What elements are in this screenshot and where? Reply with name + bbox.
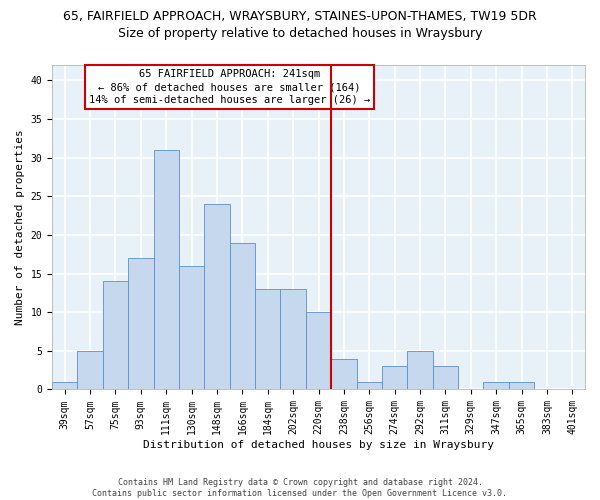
Bar xyxy=(179,266,205,390)
Bar xyxy=(356,382,382,390)
Bar xyxy=(154,150,179,390)
Bar xyxy=(433,366,458,390)
Y-axis label: Number of detached properties: Number of detached properties xyxy=(15,130,25,325)
Bar xyxy=(407,351,433,390)
X-axis label: Distribution of detached houses by size in Wraysbury: Distribution of detached houses by size … xyxy=(143,440,494,450)
Bar xyxy=(306,312,331,390)
Bar xyxy=(128,258,154,390)
Bar xyxy=(255,289,280,390)
Bar xyxy=(382,366,407,390)
Bar xyxy=(52,382,77,390)
Bar xyxy=(484,382,509,390)
Bar xyxy=(103,282,128,390)
Text: 65 FAIRFIELD APPROACH: 241sqm
← 86% of detached houses are smaller (164)
14% of : 65 FAIRFIELD APPROACH: 241sqm ← 86% of d… xyxy=(89,69,370,106)
Bar xyxy=(230,242,255,390)
Bar xyxy=(509,382,534,390)
Text: Size of property relative to detached houses in Wraysbury: Size of property relative to detached ho… xyxy=(118,28,482,40)
Bar xyxy=(205,204,230,390)
Text: 65, FAIRFIELD APPROACH, WRAYSBURY, STAINES-UPON-THAMES, TW19 5DR: 65, FAIRFIELD APPROACH, WRAYSBURY, STAIN… xyxy=(63,10,537,23)
Bar xyxy=(280,289,306,390)
Bar xyxy=(77,351,103,390)
Bar xyxy=(331,358,356,390)
Text: Contains HM Land Registry data © Crown copyright and database right 2024.
Contai: Contains HM Land Registry data © Crown c… xyxy=(92,478,508,498)
